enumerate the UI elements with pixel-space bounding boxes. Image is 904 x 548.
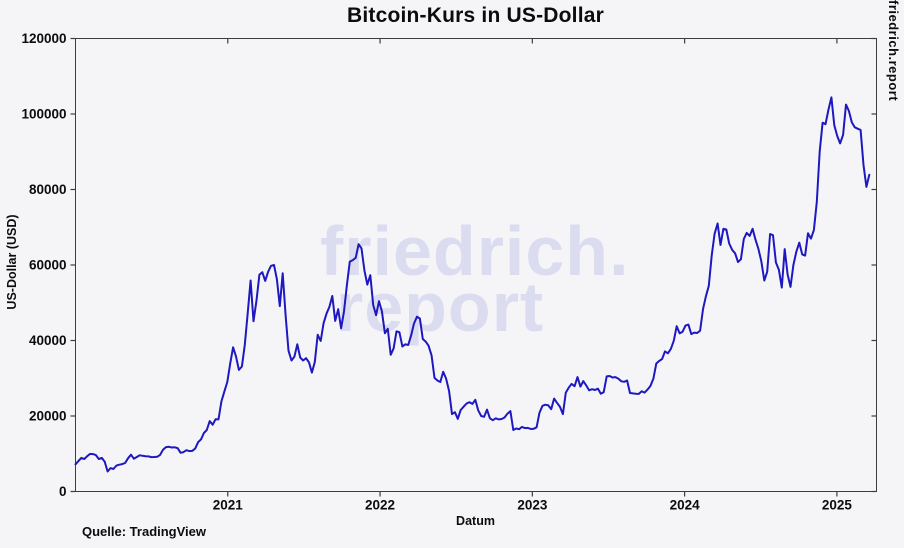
- y-tick-label: 80000: [29, 182, 67, 197]
- y-tick-label: 60000: [29, 258, 67, 273]
- y-tick-label: 0: [59, 484, 67, 499]
- x-tick-label: 2023: [517, 498, 548, 513]
- y-axis-label: US-Dollar (USD): [5, 214, 19, 310]
- right-side-branding: friedrich.report: [886, 0, 901, 102]
- watermark-line1: friedrich.: [320, 212, 630, 290]
- x-axis-label: Datum: [456, 514, 495, 528]
- x-tick-label: 2025: [822, 498, 853, 513]
- price-line: [74, 96, 871, 473]
- y-tick-label: 100000: [21, 107, 66, 122]
- x-tick-label: 2024: [670, 498, 701, 513]
- y-tick-label: 40000: [29, 333, 67, 348]
- source-note: Quelle: TradingView: [82, 524, 207, 539]
- chart-title: Bitcoin-Kurs in US-Dollar: [346, 4, 604, 27]
- x-tick-label: 2022: [365, 498, 395, 513]
- y-tick-label: 120000: [21, 31, 66, 46]
- plot-border: [75, 38, 877, 492]
- y-tick-label: 20000: [29, 409, 67, 424]
- x-tick-label: 2021: [213, 498, 244, 513]
